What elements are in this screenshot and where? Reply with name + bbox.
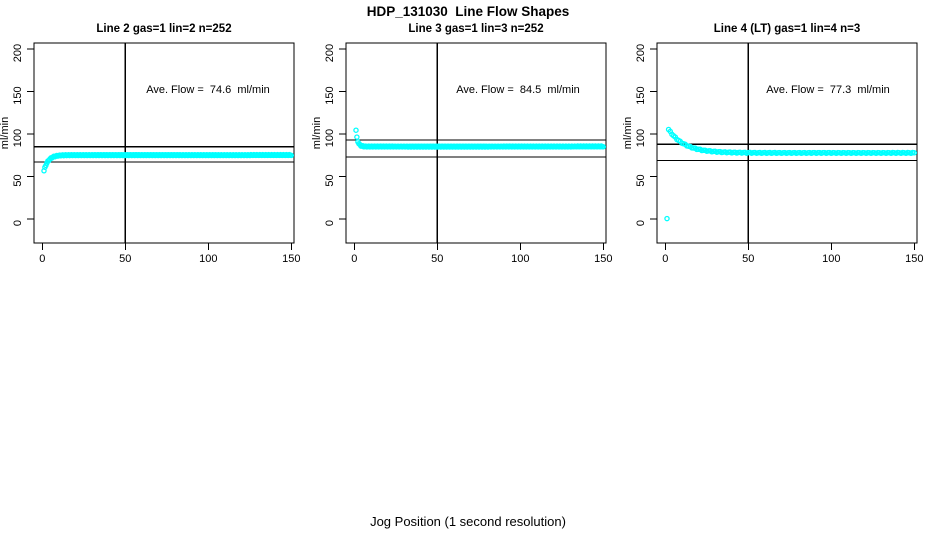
panel-3-title: Line 4 (LT) gas=1 lin=4 n=3: [713, 23, 861, 35]
svg-text:200: 200: [635, 44, 647, 62]
svg-text:50: 50: [635, 174, 647, 186]
svg-text:150: 150: [635, 86, 647, 104]
svg-text:150: 150: [324, 86, 336, 104]
svg-text:200: 200: [12, 44, 24, 62]
svg-text:0: 0: [635, 220, 647, 226]
panel-1-ave-flow-annotation: Ave. Flow = 74.6 ml/min: [146, 84, 270, 96]
svg-text:150: 150: [282, 253, 300, 265]
panel-1-title: Line 2 gas=1 lin=2 n=252: [96, 23, 232, 35]
svg-text:50: 50: [742, 253, 754, 265]
svg-text:0: 0: [39, 253, 45, 265]
x-axis-label: Jog Position (1 second resolution): [370, 514, 566, 529]
svg-text:0: 0: [12, 220, 24, 226]
svg-text:50: 50: [119, 253, 131, 265]
svg-text:0: 0: [351, 253, 357, 265]
panel-2-ave-flow-annotation: Ave. Flow = 84.5 ml/min: [456, 84, 580, 96]
svg-text:100: 100: [635, 129, 647, 147]
svg-text:100: 100: [324, 129, 336, 147]
svg-text:50: 50: [431, 253, 443, 265]
panel-3-ave-flow-annotation: Ave. Flow = 77.3 ml/min: [766, 84, 890, 96]
svg-text:100: 100: [199, 253, 217, 265]
svg-text:150: 150: [905, 253, 923, 265]
panel-1-y-axis-label: ml/min: [0, 116, 11, 150]
panel-3-y-axis-label: ml/min: [622, 116, 634, 150]
chart-title: HDP_131030 Line Flow Shapes: [366, 4, 570, 19]
svg-text:100: 100: [12, 129, 24, 147]
svg-text:50: 50: [324, 174, 336, 186]
panel-2-title: Line 3 gas=1 lin=3 n=252: [408, 23, 544, 35]
svg-text:50: 50: [12, 174, 24, 186]
svg-text:0: 0: [324, 220, 336, 226]
panel-2-y-axis-label: ml/min: [311, 116, 323, 150]
svg-text:150: 150: [594, 253, 612, 265]
svg-text:200: 200: [324, 44, 336, 62]
svg-text:0: 0: [662, 253, 668, 265]
svg-text:150: 150: [12, 86, 24, 104]
svg-text:100: 100: [822, 253, 840, 265]
svg-text:100: 100: [511, 253, 529, 265]
